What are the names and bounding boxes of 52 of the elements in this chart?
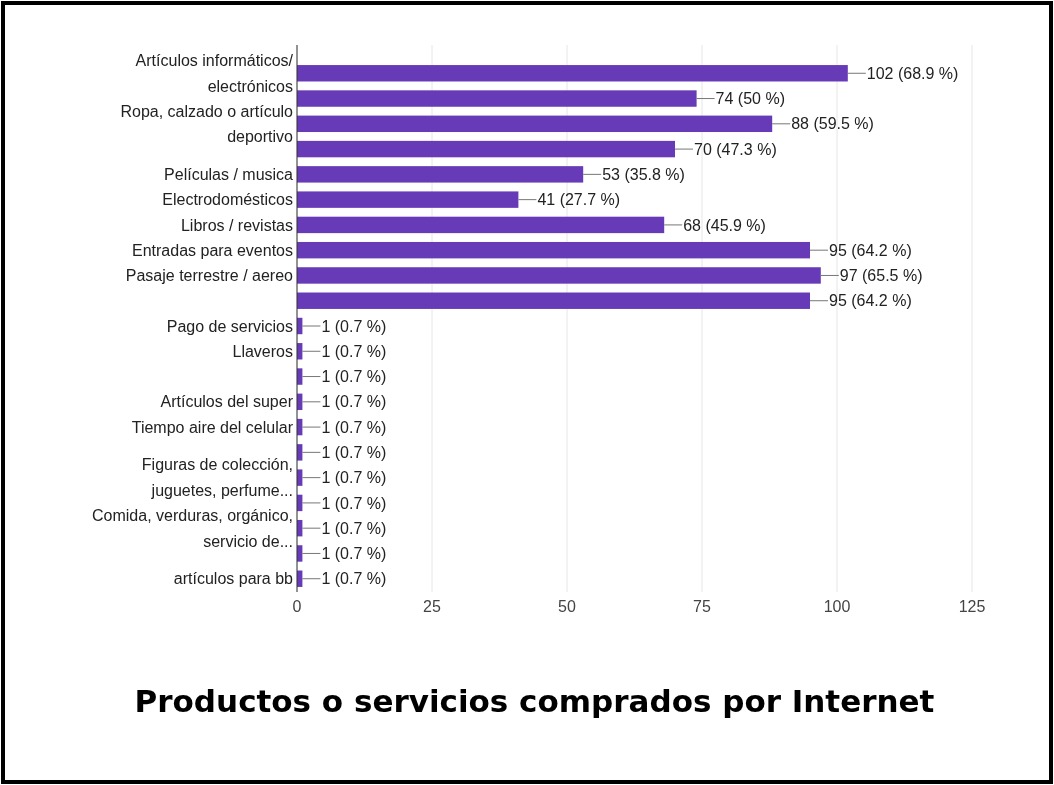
y-tick-label: Libros / revistas <box>180 216 293 234</box>
data-label: 1 (0.7 %) <box>321 519 387 537</box>
data-label: 1 (0.7 %) <box>321 545 387 563</box>
y-tick-label: Comida, verduras, orgánico, servicio de... <box>92 507 293 550</box>
x-tick-label: 25 <box>423 598 441 615</box>
bar <box>297 115 773 133</box>
bar <box>297 166 584 183</box>
y-tick-label: Pago de servicios <box>166 317 293 335</box>
x-tick-label: 0 <box>292 598 302 615</box>
data-label: 1 (0.7 %) <box>321 570 387 588</box>
y-tick-label: artículos para bb <box>173 570 294 588</box>
y-tick-label: Artículos informáticos/ electrónicos <box>135 52 294 95</box>
bar <box>297 140 675 158</box>
data-label: 1 (0.7 %) <box>321 317 387 335</box>
text: Productos o servicios comprados por Internet <box>134 683 935 719</box>
data-label: 1 (0.7 %) <box>321 368 387 386</box>
data-label: 1 (0.7 %) <box>321 342 387 360</box>
data-label: 1 (0.7 %) <box>321 393 387 411</box>
y-tick-label: Electrodomésticos <box>162 191 293 209</box>
y-tick-label: Figuras de colección, juguetes, perfume... <box>141 456 293 499</box>
data-label: 1 (0.7 %) <box>321 494 387 512</box>
bar <box>297 65 848 82</box>
data-label: 102 (68.9 %) <box>866 64 959 82</box>
data-label: 74 (50 %) <box>715 90 785 108</box>
y-tick-label: Películas / musica <box>164 165 294 183</box>
bar <box>297 191 519 208</box>
y-tick-label: Ropa, calzado o artículo deportivo <box>120 102 294 146</box>
data-label: 1 (0.7 %) <box>321 443 387 461</box>
y-tick-label: Llaveros <box>232 342 293 360</box>
bar <box>297 292 810 309</box>
bar <box>297 216 665 234</box>
data-label: 68 (45.9 %) <box>683 216 766 234</box>
data-label: 95 (64.2 %) <box>829 292 912 310</box>
x-tick-label: 125 <box>958 598 986 615</box>
x-tick-label: 75 <box>693 598 711 615</box>
data-label: 1 (0.7 %) <box>321 469 387 487</box>
data-label: 97 (65.5 %) <box>839 267 923 285</box>
data-label: 53 (35.8 %) <box>602 165 685 183</box>
y-tick-label: Entradas para eventos <box>132 241 293 259</box>
data-label: 70 (47.3 %) <box>694 140 777 158</box>
data-label: 88 (59.5 %) <box>791 115 874 133</box>
data-label: 95 (64.2 %) <box>829 241 912 259</box>
y-tick-label: Tiempo aire del celular <box>131 418 294 436</box>
bar <box>297 90 697 107</box>
bar <box>297 267 821 284</box>
bar <box>297 241 810 259</box>
x-tick-label: 100 <box>823 598 851 615</box>
data-label: 1 (0.7 %) <box>321 418 387 436</box>
x-tick-label: 50 <box>558 598 576 615</box>
y-tick-label: Pasaje terrestre / aereo <box>125 267 294 285</box>
y-tick-label: Artículos del super <box>160 393 294 411</box>
data-label: 41 (27.7 %) <box>537 191 621 209</box>
